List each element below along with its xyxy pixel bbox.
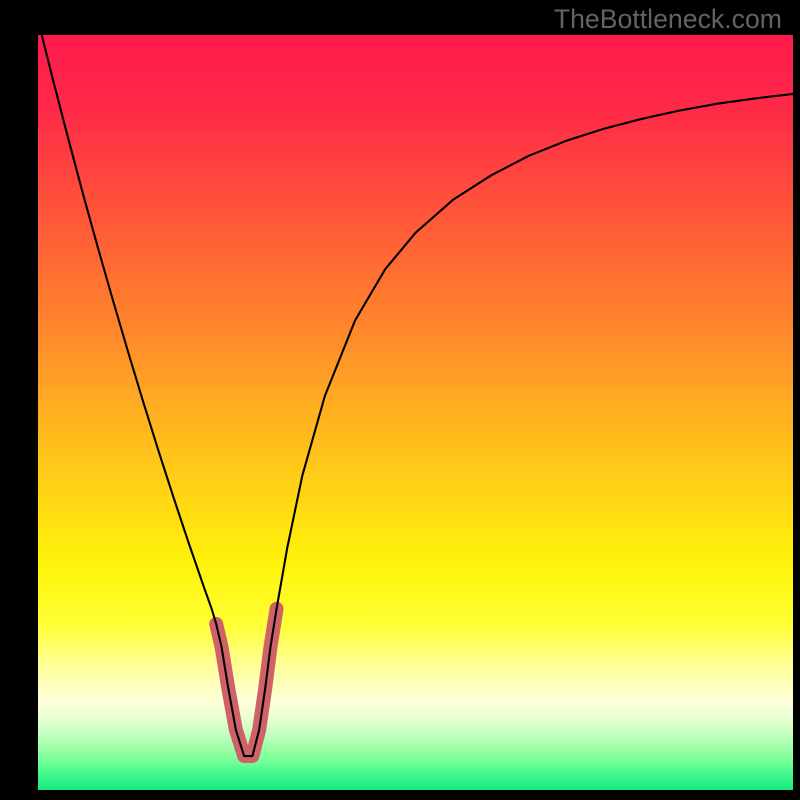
chart-background — [38, 35, 793, 790]
watermark-text: TheBottleneck.com — [554, 4, 782, 35]
plot-area — [38, 35, 793, 790]
bottleneck-chart — [38, 35, 793, 790]
